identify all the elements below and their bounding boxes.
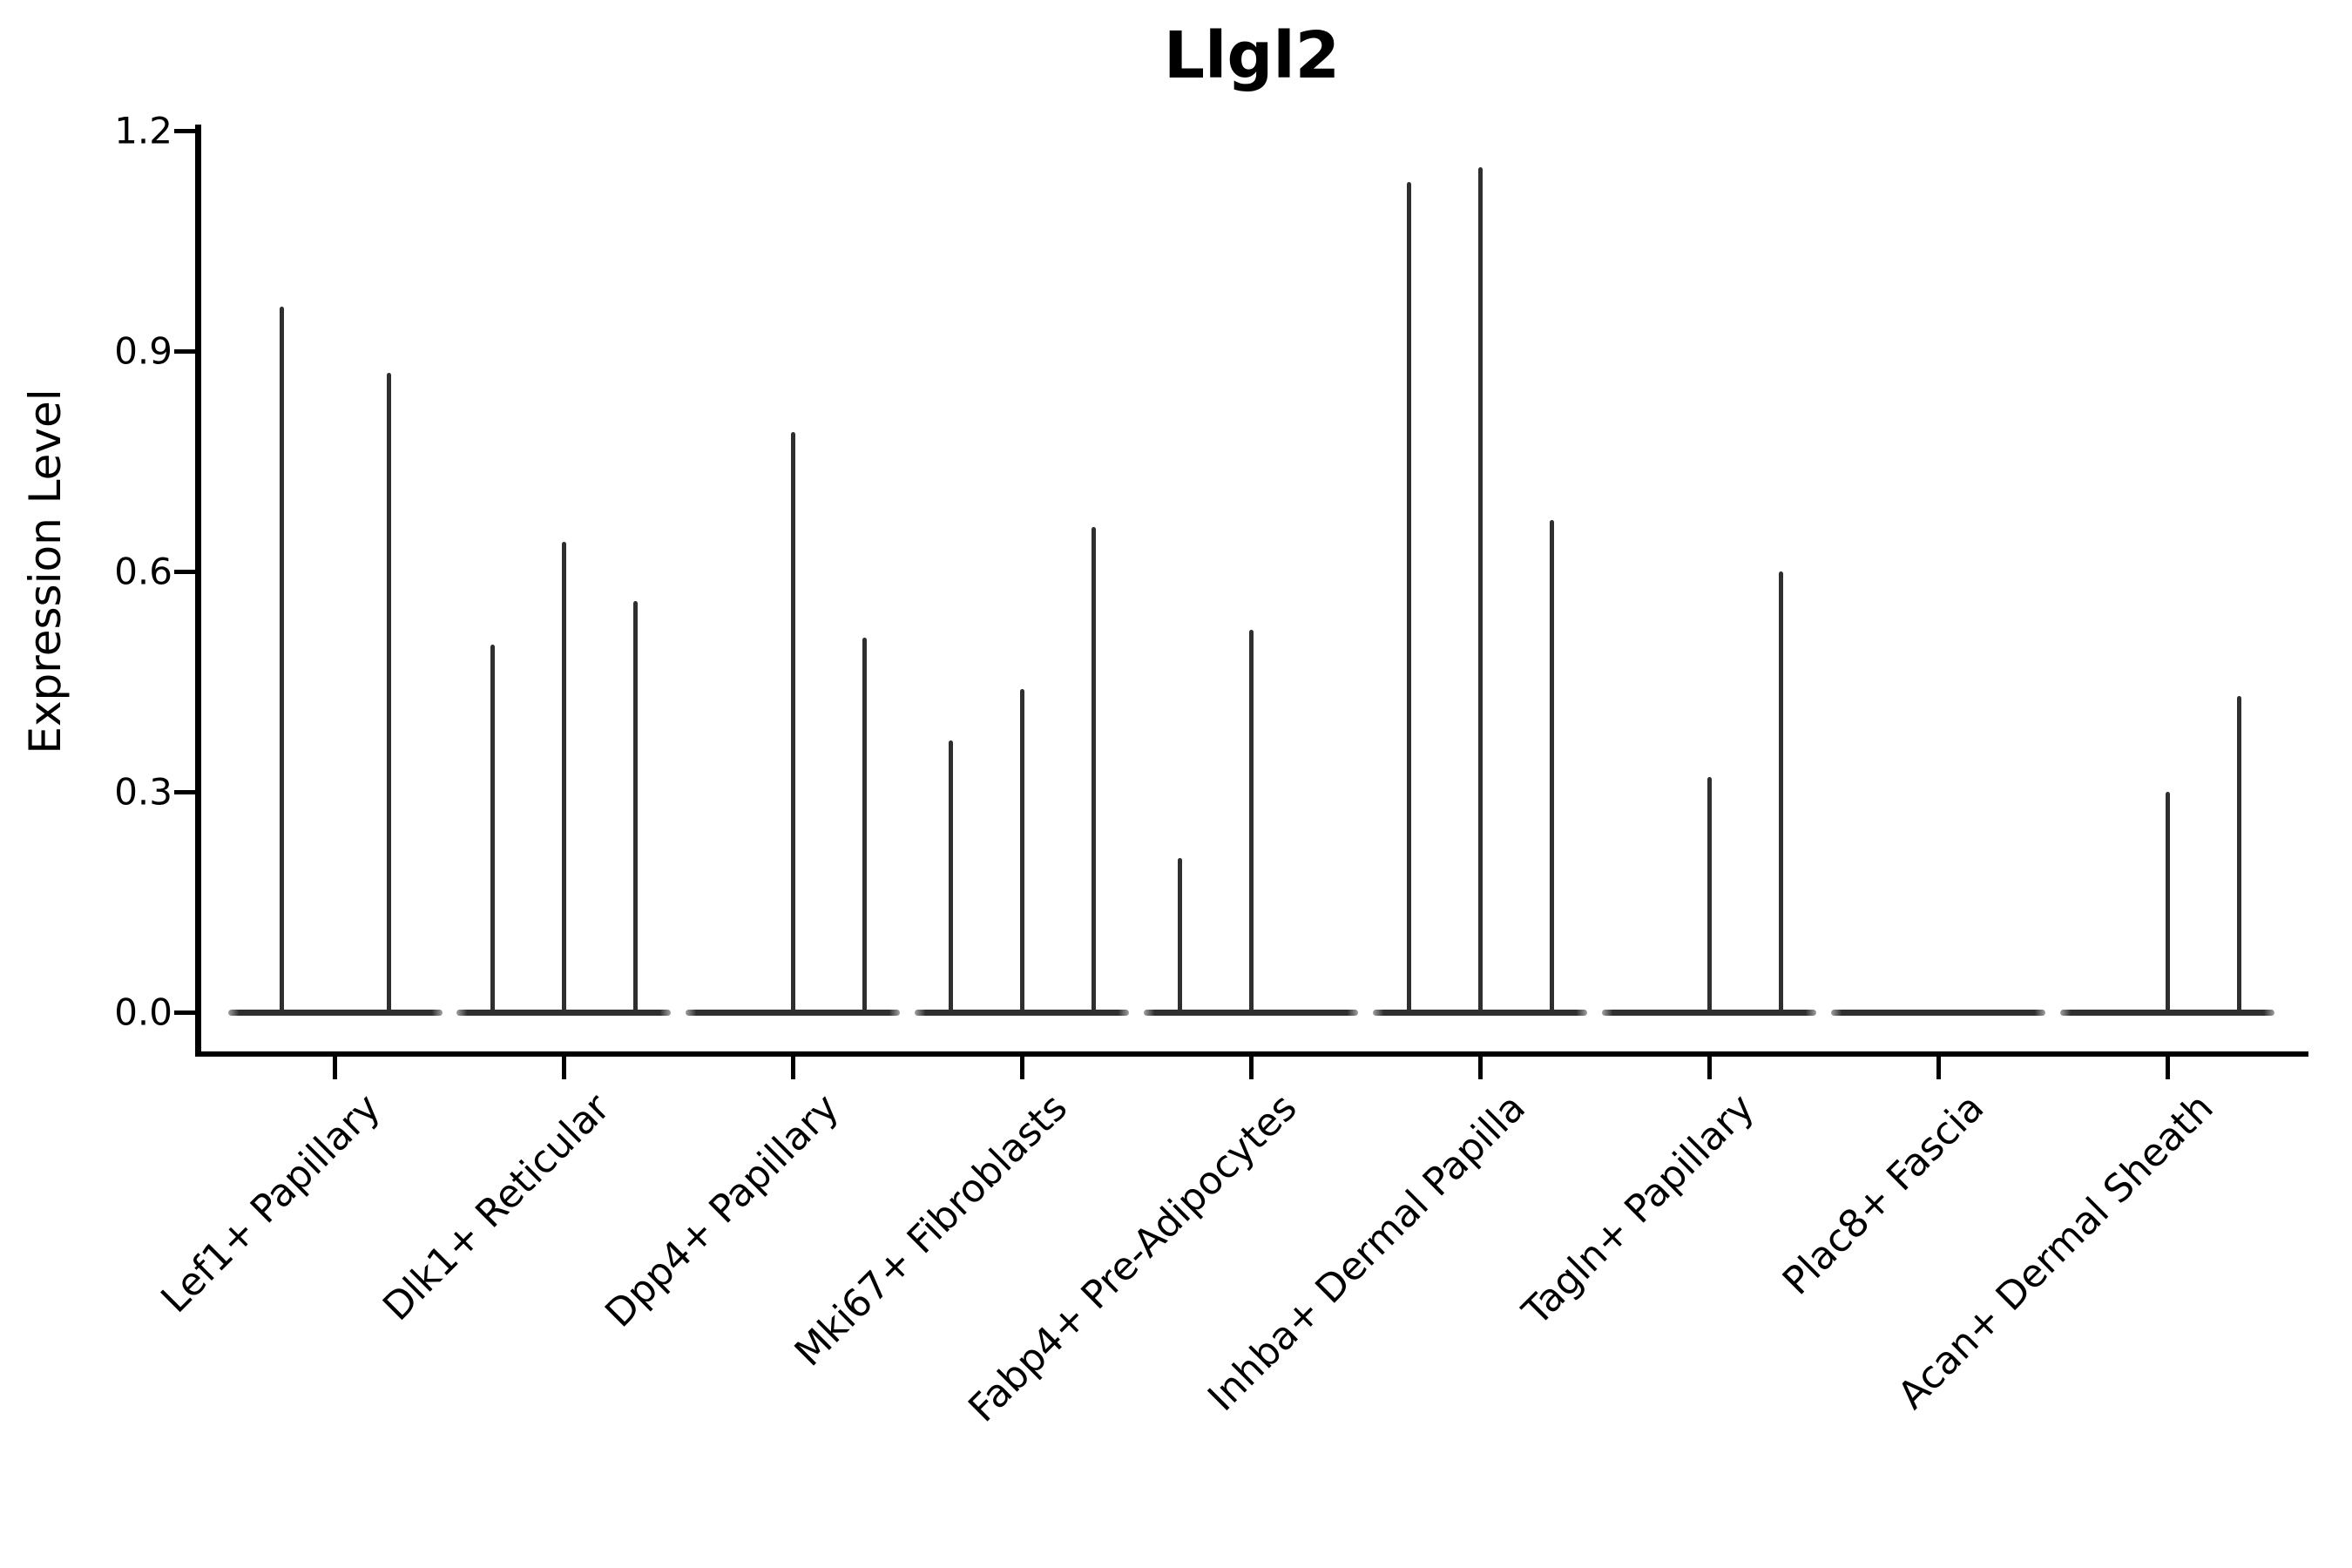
- violin-spike: [862, 637, 867, 1013]
- violin-spike: [948, 740, 953, 1013]
- violin-spike: [1091, 527, 1096, 1013]
- y-axis-tick: [174, 348, 195, 354]
- violin-spike: [1406, 182, 1411, 1013]
- violin-spike: [1248, 630, 1254, 1013]
- x-axis-spine: [195, 1051, 2308, 1057]
- violin-baseline: [227, 1009, 443, 1016]
- x-axis-tick: [1477, 1057, 1483, 1079]
- y-axis-tick: [174, 128, 195, 133]
- violin-spike: [1778, 571, 1783, 1013]
- violin-spike: [790, 431, 795, 1013]
- x-axis-tick: [1019, 1057, 1024, 1079]
- y-axis-tick-label: 0.0: [114, 990, 172, 1034]
- violin-spike: [279, 307, 284, 1013]
- violin-spike: [561, 542, 566, 1013]
- x-axis-category-label-text: Plac8+ Fascia: [1774, 1085, 1993, 1304]
- y-axis-tick-label: 1.2: [114, 109, 172, 152]
- violin-baseline: [1831, 1009, 2046, 1016]
- x-axis-category-label-text: Tagln+ Papillary: [1514, 1085, 1764, 1335]
- y-axis-tick: [174, 1010, 195, 1015]
- x-axis-tick: [1707, 1057, 1712, 1079]
- violin-spike: [1177, 857, 1182, 1013]
- x-axis-tick: [333, 1057, 337, 1079]
- y-axis-tick-label: 0.3: [114, 770, 172, 814]
- violin-spike: [1019, 688, 1024, 1013]
- y-axis-tick: [174, 569, 195, 574]
- x-axis-category-label-text: Lef1+ Papillary: [152, 1085, 389, 1322]
- y-axis-tick-label: 0.9: [114, 329, 172, 373]
- violin-spike: [1477, 167, 1483, 1013]
- y-axis-spine: [195, 125, 201, 1057]
- y-axis-tick: [174, 789, 195, 794]
- y-axis-tick-label: 0.6: [114, 550, 172, 593]
- violin-spike: [386, 373, 391, 1013]
- violin-spike: [2165, 792, 2170, 1013]
- violin-spike: [632, 600, 638, 1013]
- x-axis-tick: [1936, 1057, 1941, 1079]
- x-axis-tick: [561, 1057, 566, 1079]
- violin-spike: [1549, 519, 1554, 1013]
- x-axis-tick: [1248, 1057, 1254, 1079]
- x-axis-category-label-text: Dlk1+ Reticular: [374, 1085, 618, 1329]
- x-axis-tick: [790, 1057, 795, 1079]
- violin-spike: [1707, 777, 1712, 1013]
- chart-title: Llgl2: [1163, 18, 1341, 93]
- violin-spike: [490, 645, 495, 1013]
- violin-spike: [2236, 696, 2241, 1013]
- x-axis-tick: [2165, 1057, 2170, 1079]
- x-axis-category-label-text: Dpp4+ Papillary: [596, 1085, 848, 1336]
